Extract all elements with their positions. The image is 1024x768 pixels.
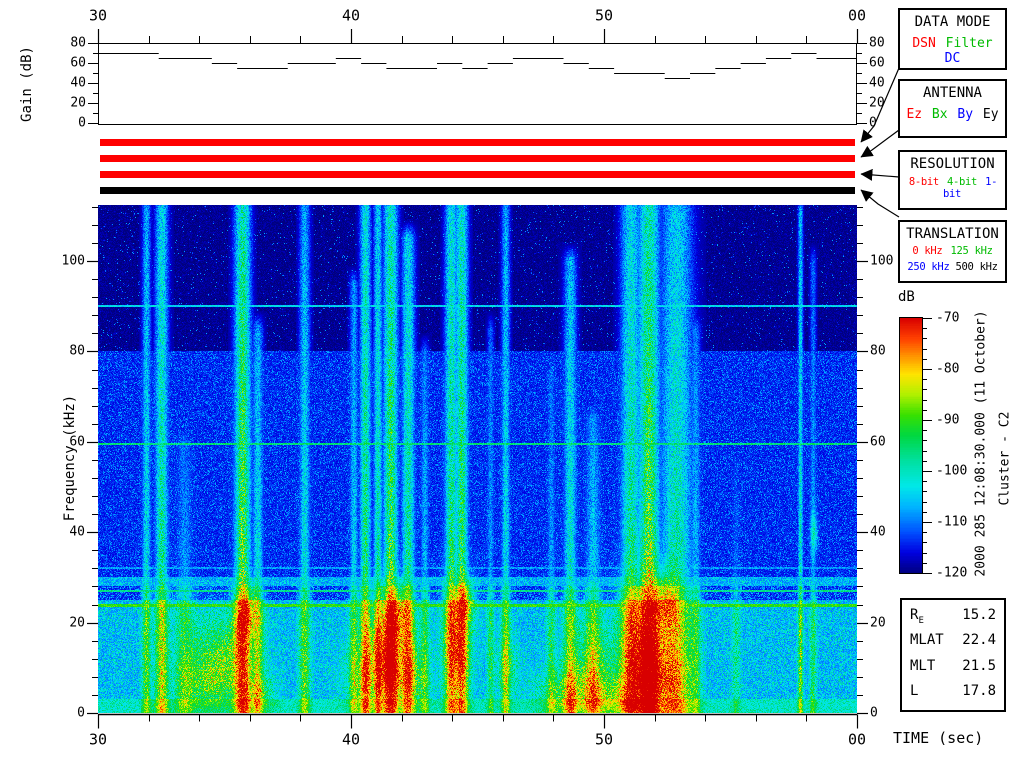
freq-tick-label: 100: [61, 253, 85, 269]
option-by: By: [957, 107, 974, 123]
gain-tick-label: 0: [869, 115, 877, 131]
info-label-l: L: [910, 683, 919, 700]
colorbar-tick-label: -70: [936, 310, 960, 326]
colorbar-unit-label: dB: [898, 289, 915, 305]
info-value-mlt: 21.5: [962, 657, 996, 674]
legend-box-antenna: ANTENNA Ez Bx By Ey: [898, 79, 1007, 138]
option-dc: DC: [944, 50, 961, 66]
time-tick-label-bottom: 40: [341, 730, 361, 749]
option-8bit: 8-bit: [908, 176, 939, 189]
freq-tick-label: 80: [69, 343, 85, 359]
antenna-status-bar: [100, 155, 855, 162]
gain-tick-label: 40: [869, 75, 885, 91]
callout-arrow: [860, 129, 900, 158]
colorbar-tick-label: -120: [936, 565, 968, 581]
legend-title-antenna: ANTENNA: [922, 85, 982, 101]
colorbar-tick-label: -80: [936, 361, 960, 377]
freq-tick-label: 60: [870, 434, 886, 450]
option-125khz: 125 kHz: [950, 245, 993, 258]
freq-tick-label: 100: [870, 253, 894, 269]
freq-tick-label: 0: [77, 705, 85, 721]
option-ey: Ey: [982, 107, 999, 123]
translation-status-bar: [100, 187, 855, 194]
colorbar-gradient: [900, 318, 922, 573]
gain-tick-label: 60: [70, 55, 86, 71]
gain-step-plot: [98, 43, 857, 124]
spacecraft-annotation: Cluster - C2: [997, 411, 1013, 506]
info-row-mlat: MLAT 22.4: [902, 633, 1004, 651]
freq-tick-label: 0: [870, 705, 878, 721]
time-tick-label-top: 00: [847, 6, 867, 25]
gain-tick-label: 20: [869, 95, 885, 111]
info-label-re: RE: [910, 606, 924, 626]
time-tick-label-top: 50: [594, 6, 614, 25]
freq-tick-label: 20: [870, 615, 886, 631]
option-dsn: DSN: [912, 36, 936, 52]
callout-arrow: [860, 189, 900, 218]
timestamp-annotation: 2000 285 12:08:30.000 (11 October): [973, 310, 989, 577]
option-1bit: 1-bit: [942, 176, 998, 200]
info-row-re: RE 15.2: [902, 608, 1004, 626]
colorbar-tick-label: -100: [936, 463, 968, 479]
time-tick-label-top: 30: [88, 6, 108, 25]
info-row-l: L 17.8: [902, 684, 1004, 702]
legend-title-translation: TRANSLATION: [906, 226, 999, 242]
freq-tick-label: 60: [69, 434, 85, 450]
info-value-re: 15.2: [962, 606, 996, 623]
time-tick-label-top: 40: [341, 6, 361, 25]
gain-tick-label: 0: [78, 115, 86, 131]
legend-options-data-mode: DSN Filter DC: [900, 37, 1005, 66]
time-axis-label: TIME (sec): [893, 729, 984, 747]
resolution-status-bar: [100, 171, 855, 178]
gain-tick-label: 40: [70, 75, 86, 91]
option-filter: Filter: [945, 36, 993, 52]
freq-tick-label: 20: [69, 615, 85, 631]
info-row-mlt: MLT 21.5: [902, 659, 1004, 677]
option-500khz: 500 kHz: [955, 260, 998, 273]
legend-title-resolution: RESOLUTION: [910, 156, 995, 172]
legend-title-data-mode: DATA MODE: [914, 14, 991, 30]
frequency-axis-label: Frequency (kHz): [62, 394, 78, 522]
gain-axis-label: Gain (dB): [19, 46, 35, 122]
legend-options-translation-row2: 250 kHz 500 kHz: [900, 261, 1005, 273]
legend-box-translation: TRANSLATION 0 kHz 125 kHz 250 kHz 500 kH…: [898, 220, 1007, 283]
spectrogram-heatmap: [98, 205, 857, 713]
option-4bit: 4-bit: [946, 176, 978, 189]
data-mode-status-bar: [100, 139, 855, 146]
time-tick-label-bottom: 30: [88, 730, 108, 749]
freq-tick-label: 40: [69, 524, 85, 540]
info-value-l: 17.8: [962, 683, 996, 700]
info-label-mlt: MLT: [910, 657, 936, 674]
colorbar-tick-label: -110: [936, 514, 968, 530]
option-250khz: 250 kHz: [907, 260, 950, 273]
legend-options-translation-row1: 0 kHz 125 kHz: [900, 246, 1005, 258]
option-bx: Bx: [931, 107, 948, 123]
gain-tick-label: 80: [869, 35, 885, 51]
info-value-mlat: 22.4: [962, 632, 996, 649]
colorbar-tick-label: -90: [936, 412, 960, 428]
legend-options-antenna: Ez Bx By Ey: [900, 108, 1005, 122]
option-ez: Ez: [906, 107, 923, 123]
legend-box-resolution: RESOLUTION 8-bit 4-bit 1-bit: [898, 150, 1007, 210]
freq-tick-label: 40: [870, 524, 886, 540]
option-0khz: 0 kHz: [912, 245, 943, 258]
time-tick-label-bottom: 50: [594, 730, 614, 749]
info-label-mlat: MLAT: [910, 632, 944, 649]
gain-tick-label: 20: [70, 95, 86, 111]
time-tick-label-bottom: 00: [847, 730, 867, 749]
freq-tick-label: 80: [870, 343, 886, 359]
legend-options-resolution: 8-bit 4-bit 1-bit: [900, 177, 1005, 200]
callout-arrow: [860, 168, 900, 181]
gain-tick-label: 60: [869, 55, 885, 71]
gain-tick-label: 80: [70, 35, 86, 51]
legend-box-data-mode: DATA MODE DSN Filter DC: [898, 8, 1007, 70]
ephemeris-info-box: RE 15.2 MLAT 22.4 MLT 21.5 L 17.8: [900, 598, 1006, 712]
